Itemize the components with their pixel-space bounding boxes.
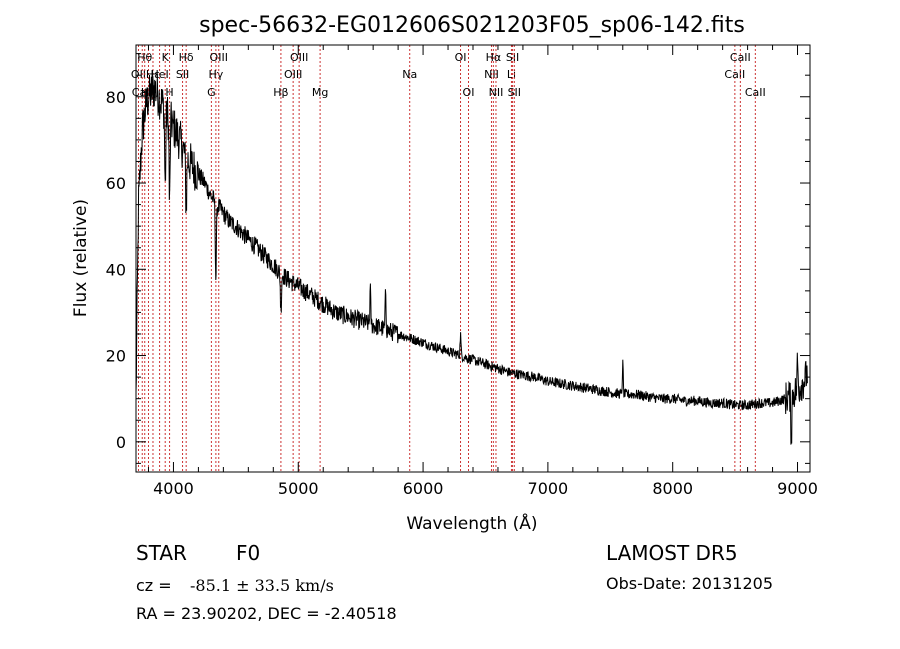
spectral-line-label: Hγ: [208, 68, 223, 81]
spectral-line-label: H: [165, 86, 173, 99]
object-class: STAR: [136, 541, 187, 565]
spectral-line-label: CaII: [730, 51, 751, 64]
spectral-line-label: OIII: [210, 51, 228, 64]
observation-date: Obs-Date: 20131205: [606, 574, 773, 593]
y-axis-ticks: 0 20 40 60 80: [106, 53, 810, 464]
redshift-label: cz =: [136, 576, 172, 595]
spectral-line-label: OIII: [290, 51, 308, 64]
redshift-value: -85.1 ± 33.5 km/s: [190, 576, 334, 595]
survey-name: LAMOST DR5: [606, 541, 738, 565]
plot-frame: [135, 44, 811, 473]
x-tick-label: 9000: [777, 479, 818, 498]
spectral-line-label: SII: [506, 51, 519, 64]
spectral-line-label: OIII: [284, 68, 302, 81]
spectral-line-label: HeI: [150, 68, 168, 81]
spectral-line-label: Na: [402, 68, 417, 81]
y-tick-label: 60: [106, 174, 126, 193]
x-tick-label: 5000: [278, 479, 319, 498]
x-axis-label: Wavelength (Å): [406, 512, 537, 534]
spectral-line-markers: OIICaIIHθHηHεHeIKHSIIHδGHγOIIIHβOIIIOIII…: [131, 45, 766, 472]
y-tick-label: 0: [116, 433, 126, 452]
y-tick-label: 40: [106, 260, 126, 279]
spectral-line-label: K: [162, 51, 170, 64]
y-tick-label: 80: [106, 88, 126, 107]
spectral-line-label: NII: [489, 86, 504, 99]
spectral-line-label: OI: [463, 86, 475, 99]
spectral-line-label: SII: [508, 86, 521, 99]
spectral-line-label: Hδ: [179, 51, 194, 64]
chart-title: spec-56632-EG012606S021203F05_sp06-142.f…: [199, 13, 745, 38]
x-axis-ticks: 4000 5000 6000 7000 8000 9000: [147, 45, 818, 498]
y-axis-label: Flux (relative): [71, 199, 91, 317]
x-tick-label: 8000: [652, 479, 693, 498]
spectrum-line: [135, 74, 808, 445]
spectral-line-label: Li: [507, 68, 516, 81]
spectral-line-label: Mg: [312, 86, 328, 99]
spectral-line-label: Hα: [486, 51, 502, 64]
spectrum-series: [135, 74, 808, 445]
spectral-line-label: G: [207, 86, 216, 99]
x-tick-label: 4000: [153, 479, 194, 498]
x-tick-label: 6000: [403, 479, 444, 498]
spectral-line-label: OII: [131, 68, 146, 81]
spectral-line-label: Hθ: [137, 51, 152, 64]
spectral-line-label: Hβ: [273, 86, 288, 99]
spectral-line-label: SII: [176, 68, 189, 81]
spectral-line-label: CaII: [724, 68, 745, 81]
spectral-line-label: NII: [484, 68, 499, 81]
coordinates: RA = 23.90202, DEC = -2.40518: [136, 604, 397, 623]
x-tick-label: 7000: [528, 479, 569, 498]
y-tick-label: 20: [106, 347, 126, 366]
spectral-line-label: OI: [455, 51, 467, 64]
spectral-line-label: CaII: [745, 86, 766, 99]
object-subclass: F0: [236, 541, 260, 565]
